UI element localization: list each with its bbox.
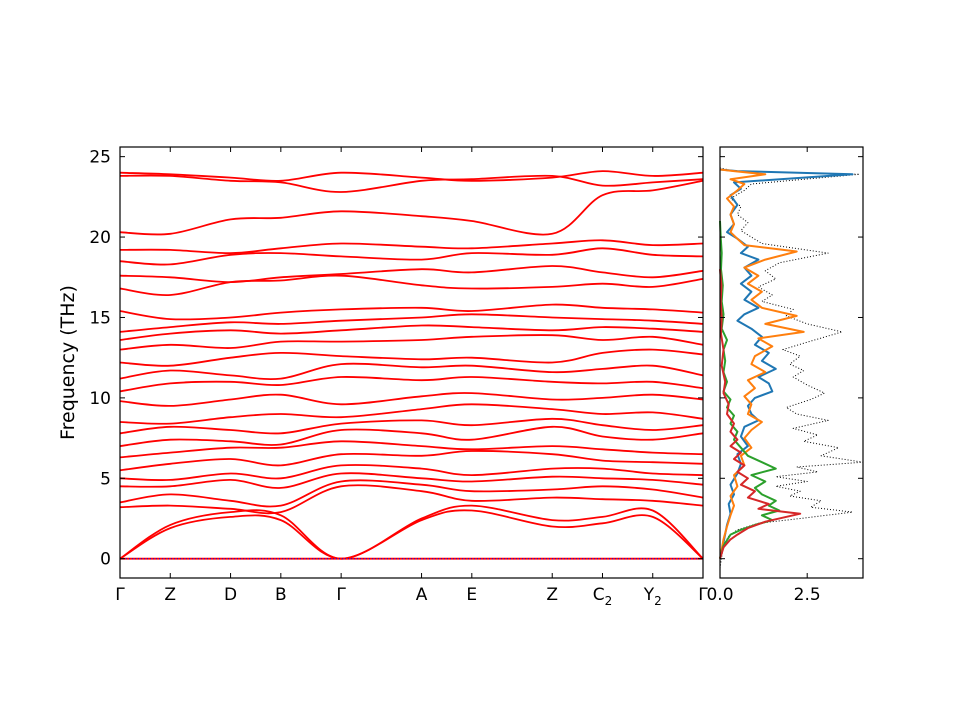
k-point-label: C2 <box>593 585 613 608</box>
k-point-label: Γ <box>336 585 346 605</box>
phonon-band-10 <box>119 417 704 435</box>
phonon-band-1 <box>119 509 704 560</box>
density-of-states-panel: 0.0 2.5 <box>706 146 864 605</box>
phonon-band-8 <box>119 440 704 459</box>
dos-x-tick-label: 2.5 <box>794 585 821 605</box>
phonon-band-7 <box>119 450 704 472</box>
k-point-label: E <box>466 585 477 605</box>
phonon-band-structure-panel: 0 5 10 15 20 25 Γ Z D B Γ A E Z C2 Y2 Γ Frequency (THz) <box>57 146 708 608</box>
phonon-band-25 <box>119 174 704 193</box>
phonon-band-9 <box>119 425 704 447</box>
y-tick-label: 5 <box>100 469 111 489</box>
k-point-label: B <box>275 585 287 605</box>
dos-series-4 <box>719 269 802 559</box>
dos-lines <box>719 167 864 569</box>
phonon-band-19 <box>119 303 704 321</box>
dos-axis-ticks: 0.0 2.5 <box>706 147 863 605</box>
k-point-label: A <box>416 585 428 605</box>
dos-series-0 <box>719 167 864 569</box>
phonon-band-20 <box>119 274 704 296</box>
dos-plot-frame <box>719 146 864 579</box>
phonon-band-21 <box>119 265 704 284</box>
phonon-band-22 <box>119 247 704 266</box>
y-tick-label: 15 <box>89 308 111 328</box>
phonon-band-26 <box>119 170 704 182</box>
dos-x-tick-label: 0.0 <box>706 585 733 605</box>
band-axis-ticks: 0 5 10 15 20 25 Γ Z D B Γ A E Z C2 Y2 Γ <box>89 147 708 608</box>
phonon-band-23 <box>119 239 704 255</box>
k-point-label: Z <box>164 585 176 605</box>
phonon-band-12 <box>119 392 704 407</box>
phonon-band-2 <box>119 504 704 560</box>
phonon-band-14 <box>119 362 704 380</box>
y-axis-label: Frequency (THz) <box>57 285 79 440</box>
dos-series-3 <box>719 220 781 559</box>
k-point-label: Γ <box>698 585 708 605</box>
phonon-band-11 <box>119 403 704 425</box>
phonon-band-17 <box>119 324 704 341</box>
phonon-band-5 <box>119 472 704 489</box>
phonon-band-3 <box>119 484 704 515</box>
y-tick-label: 0 <box>100 550 111 570</box>
phonon-band-13 <box>119 375 704 393</box>
k-point-label: Γ <box>115 585 125 605</box>
k-point-label: Y2 <box>643 585 662 608</box>
phonon-band-6 <box>119 464 704 481</box>
phonon-band-18 <box>119 313 704 333</box>
phonon-band-24 <box>119 179 704 236</box>
k-point-label: D <box>224 585 237 605</box>
band-plot-frame <box>119 146 704 579</box>
y-tick-label: 20 <box>89 228 111 248</box>
y-tick-label: 25 <box>89 148 111 168</box>
band-lines <box>119 170 704 560</box>
y-tick-label: 10 <box>89 389 111 409</box>
k-point-label: Z <box>546 585 558 605</box>
phonon-band-4 <box>119 479 704 508</box>
phonon-band-15 <box>119 348 704 367</box>
phonon-band-16 <box>119 334 704 351</box>
